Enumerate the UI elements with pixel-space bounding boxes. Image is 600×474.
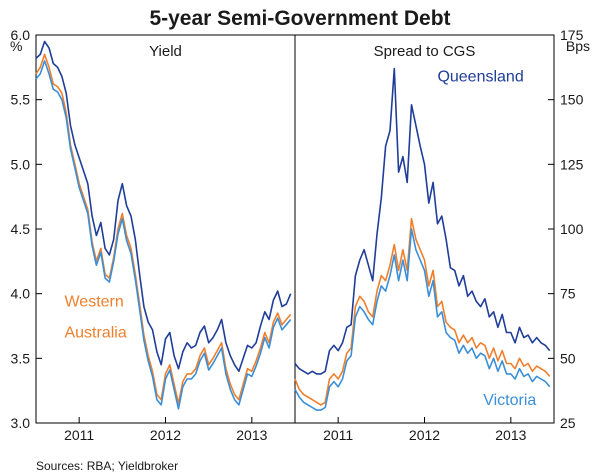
y-tick-label: 25 <box>560 415 576 431</box>
x-tick-label: 2012 <box>150 427 181 443</box>
y-tick-label: 4.5 <box>11 221 31 237</box>
x-tick-label: 2011 <box>323 427 353 443</box>
series-line-victoria <box>35 60 292 410</box>
y-tick-label: 3.0 <box>11 415 31 431</box>
y-tick-label: 125 <box>560 156 584 172</box>
source-note: Sources: RBA; Yieldbroker <box>36 459 178 473</box>
y-tick-label: 100 <box>560 221 584 237</box>
series-line-queensland <box>294 67 551 375</box>
y-tick-label: 3.5 <box>11 350 31 366</box>
panel-1: Yield 3.0 3.5 4.0 4.5 5.0 5.5 6.0 2011 2012 2013 We… <box>11 27 292 443</box>
x-tick-label: 2012 <box>409 427 440 443</box>
series-line-western_australia <box>294 217 551 406</box>
left-y-unit: % <box>10 38 22 54</box>
y-tick-label: 4.0 <box>11 286 31 302</box>
y-tick-label: 50 <box>560 350 576 366</box>
series-label-queensland: Queensland <box>437 69 523 86</box>
chart-body: Yield 3.0 3.5 4.0 4.5 5.0 5.5 6.0 2011 2012 2013 We… <box>11 27 584 443</box>
series-line-victoria <box>294 228 551 411</box>
panel-2: Spread to CGS 25 50 75 100 125 150 175 2011 2012 2… <box>294 27 584 443</box>
y-tick-label: 5.0 <box>11 156 31 172</box>
y-tick-label: 5.5 <box>11 92 31 108</box>
y-tick-label: 150 <box>560 92 584 108</box>
panel-title: Spread to CGS <box>374 43 476 60</box>
x-tick-label: 2011 <box>64 427 94 443</box>
panel-title: Yield <box>149 43 182 60</box>
series-line-queensland <box>35 40 292 373</box>
series-label-western_australia: Western <box>64 294 123 311</box>
right-y-unit: Bps <box>566 38 590 54</box>
series-label-victoria: Victoria <box>483 392 536 409</box>
series-label-western_australia: Australia <box>64 325 126 342</box>
y-tick-label: 6.0 <box>11 27 31 43</box>
x-tick-label: 2013 <box>236 427 267 443</box>
series-line-western_australia <box>35 53 292 405</box>
x-tick-label: 2013 <box>495 427 526 443</box>
chart-title: 5-year Semi-Government Debt <box>149 7 450 30</box>
y-tick-label: 175 <box>560 27 584 43</box>
y-tick-label: 75 <box>560 286 576 302</box>
